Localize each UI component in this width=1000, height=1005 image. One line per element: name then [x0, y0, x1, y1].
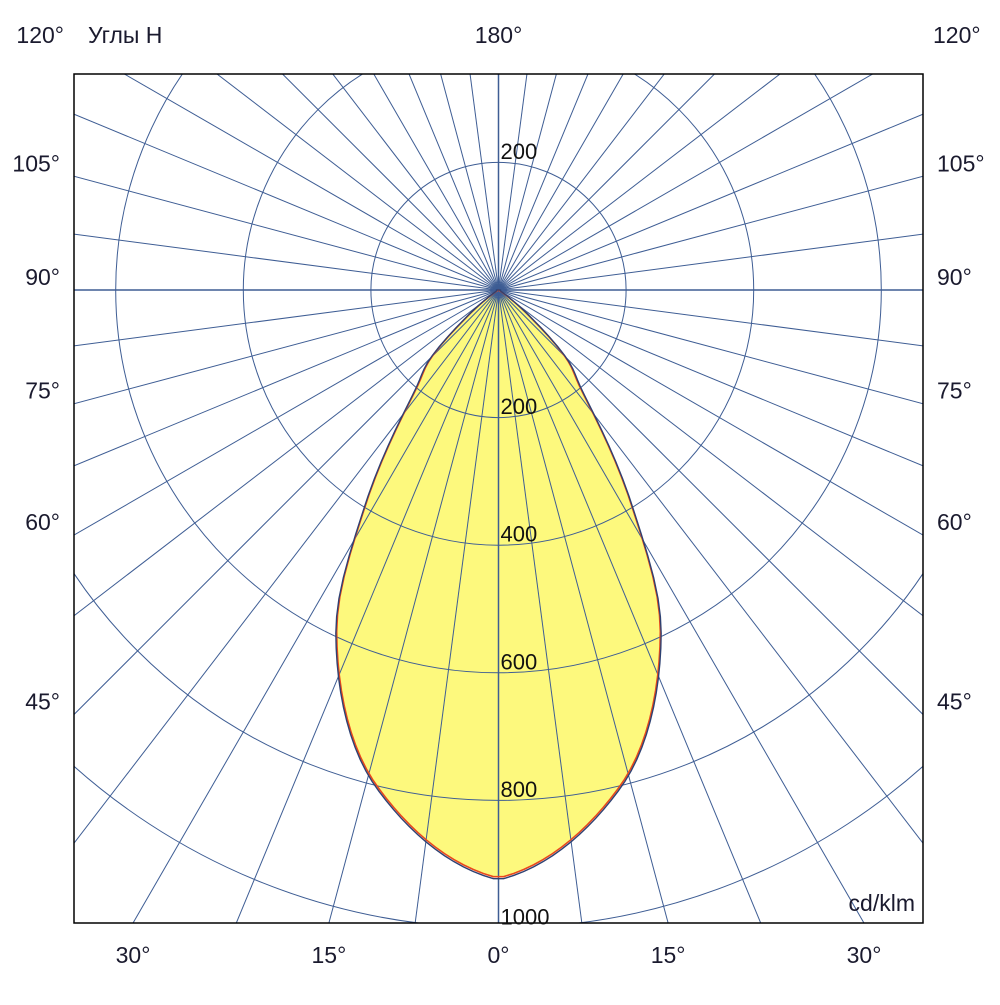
svg-text:30°: 30° — [116, 942, 151, 968]
svg-text:105°: 105° — [937, 150, 985, 176]
svg-text:120°: 120° — [933, 22, 981, 48]
svg-text:Углы Н: Углы Н — [88, 22, 162, 48]
svg-text:30°: 30° — [847, 942, 882, 968]
svg-text:600: 600 — [501, 649, 538, 674]
svg-text:0°: 0° — [488, 942, 510, 968]
svg-text:400: 400 — [501, 522, 538, 547]
svg-text:90°: 90° — [937, 264, 972, 290]
svg-text:800: 800 — [501, 777, 538, 802]
svg-text:200: 200 — [501, 139, 538, 164]
svg-text:45°: 45° — [937, 689, 972, 715]
svg-text:45°: 45° — [25, 689, 60, 715]
svg-text:120°: 120° — [16, 22, 64, 48]
svg-text:15°: 15° — [651, 942, 686, 968]
svg-text:75°: 75° — [937, 378, 972, 404]
svg-text:105°: 105° — [12, 150, 60, 176]
svg-text:60°: 60° — [937, 509, 972, 535]
svg-text:75°: 75° — [25, 378, 60, 404]
svg-text:200: 200 — [501, 394, 538, 419]
svg-text:60°: 60° — [25, 509, 60, 535]
svg-text:180°: 180° — [475, 22, 523, 48]
svg-text:1000: 1000 — [501, 904, 550, 929]
svg-text:90°: 90° — [25, 264, 60, 290]
svg-text:cd/klm: cd/klm — [849, 890, 915, 916]
svg-text:15°: 15° — [312, 942, 347, 968]
